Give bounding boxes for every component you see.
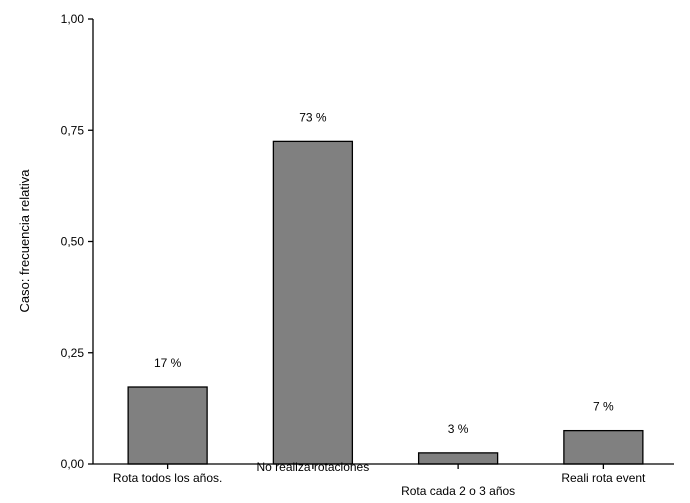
bar — [417, 452, 499, 465]
bars: 17 % 73 % 3 % 7 % — [127, 110, 644, 465]
bar-data-label: 17 % — [154, 356, 182, 370]
x-category-label: Reali rota event — [561, 471, 646, 485]
y-tick-label: 1,00 — [61, 12, 85, 26]
bar-data-label: 7 % — [593, 400, 614, 414]
y-axis-title: Caso: frecuencia relativa — [17, 169, 32, 313]
y-tick-label: 0,50 — [61, 235, 85, 249]
y-tick-label: 0,00 — [61, 457, 85, 471]
x-axis-ticks: Rota todos los años. No realiza rotacione… — [113, 460, 646, 498]
x-category-label: Rota todos los años. — [113, 471, 222, 485]
y-axis-ticks: 0,00 0,25 0,50 0,75 1,00 — [61, 12, 93, 471]
bar — [127, 386, 208, 465]
y-tick-label: 0,75 — [61, 123, 85, 137]
bar-data-label: 73 % — [299, 110, 327, 124]
x-category-label: No realiza rotaciones — [257, 460, 370, 474]
y-tick-label: 0,25 — [61, 346, 85, 360]
bar — [272, 140, 354, 465]
x-category-label: Rota cada 2 o 3 años — [401, 484, 515, 498]
bar — [563, 429, 644, 465]
bar-data-label: 3 % — [448, 422, 469, 436]
